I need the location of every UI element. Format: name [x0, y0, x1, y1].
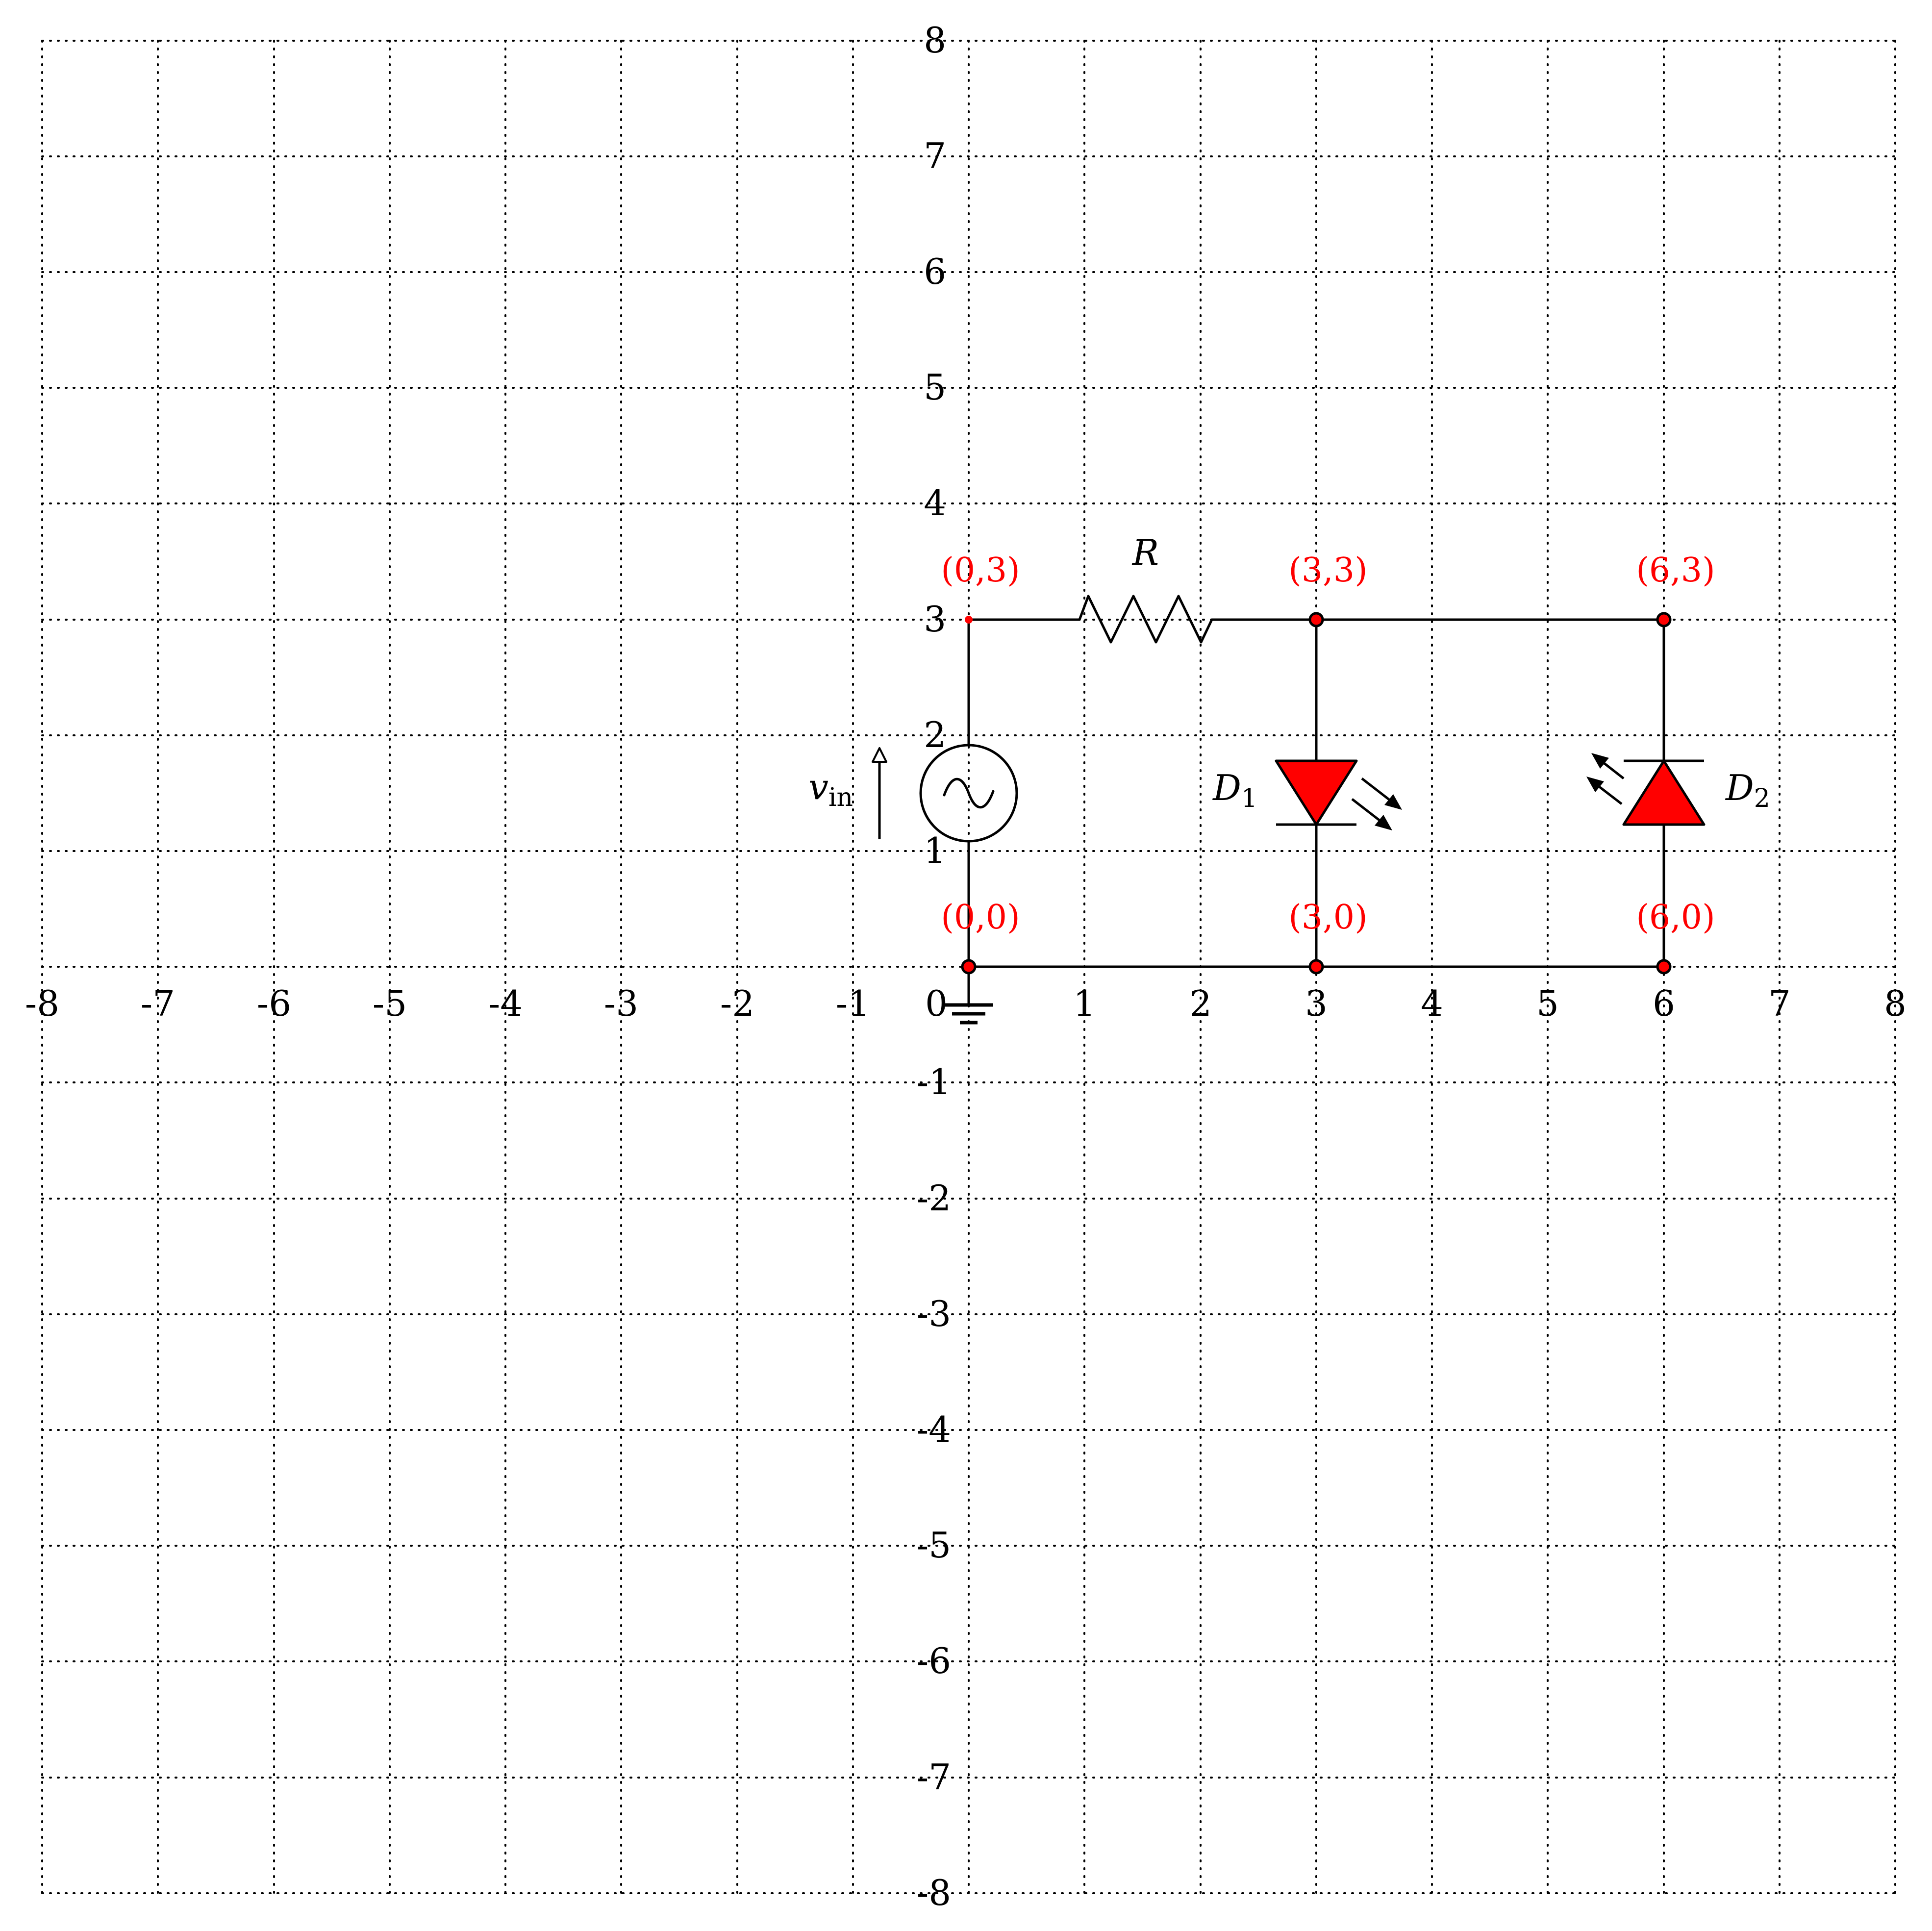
y-tick-label: -4 [917, 1409, 951, 1450]
y-tick-label: 5 [924, 367, 946, 408]
diode-d2-triangle [1622, 759, 1706, 826]
y-axis-tick-labels: 8 7 6 5 4 3 2 1 -1 -2 -3 -4 -5 -6 -7 -8 [917, 20, 951, 1913]
resistor: R [1078, 532, 1213, 644]
x-tick-label: -5 [373, 983, 407, 1024]
x-tick-label: -7 [141, 983, 175, 1024]
photodiode-d2: D2 [1586, 753, 1770, 826]
x-tick-label: -4 [488, 983, 523, 1024]
y-tick-label: 1 [924, 830, 946, 871]
node-dot [1308, 959, 1324, 975]
emission-arrow-2-head [1375, 815, 1392, 830]
y-tick-label: -1 [917, 1061, 951, 1103]
resistor-label: R [1131, 532, 1159, 573]
diode-d2-label-sub: 2 [1754, 784, 1770, 813]
diode-d1-label: D1 [1212, 767, 1257, 813]
diode-d2-label-main: D [1725, 767, 1754, 808]
y-tick-label: 7 [924, 135, 946, 176]
node-coordinate-labels: (0,3) (3,3) (6,3) (0,0) (3,0) (6,0) [941, 551, 1715, 937]
y-tick-label: -7 [917, 1756, 951, 1798]
sine-wave-icon [943, 777, 995, 809]
y-tick-label: 2 [924, 714, 946, 755]
node-dot [1656, 612, 1672, 627]
node-label-3-3: (3,3) [1288, 551, 1367, 590]
absorption-arrow-1 [1600, 760, 1625, 779]
y-tick-label: 3 [924, 599, 946, 640]
x-axis-tick-labels: -8 -7 -6 -5 -4 -3 -2 -1 0 1 2 3 4 5 6 7 … [25, 983, 1907, 1024]
ac-voltage-source: vin [808, 744, 1018, 843]
y-tick-label: -5 [917, 1525, 951, 1566]
y-tick-label: -8 [917, 1872, 951, 1913]
diode-d1-label-sub: 1 [1241, 784, 1257, 813]
x-tick-label: 6 [1653, 983, 1675, 1024]
emission-arrows-icon [1351, 777, 1402, 830]
y-tick-label: -6 [917, 1640, 951, 1681]
x-tick-label: 7 [1768, 983, 1791, 1024]
node-dot [1656, 959, 1672, 975]
x-tick-label: 1 [1073, 983, 1096, 1024]
absorption-arrow-1-head [1591, 753, 1609, 769]
nodes [961, 612, 1672, 975]
y-tick-label: -2 [917, 1178, 951, 1219]
y-tick-label: 4 [924, 482, 946, 524]
x-tick-label: -8 [25, 983, 59, 1024]
voltage-arrow-head-icon [872, 747, 887, 763]
x-tick-label: -1 [836, 983, 870, 1024]
node-dot [965, 616, 973, 624]
node-label-3-0: (3,0) [1288, 898, 1367, 937]
x-tick-label: -3 [604, 983, 638, 1024]
absorption-arrow-2 [1595, 783, 1623, 805]
x-tick-label: 8 [1884, 983, 1907, 1024]
node-label-6-0: (6,0) [1636, 898, 1715, 937]
emission-arrow-1-head [1384, 794, 1402, 810]
source-label-main: v [808, 766, 828, 807]
x-tick-label: 5 [1536, 983, 1559, 1024]
y-tick-label: -3 [917, 1293, 951, 1334]
node-dot [1308, 612, 1324, 627]
x-tick-label: 2 [1189, 983, 1212, 1024]
diode-d2-label: D2 [1725, 767, 1770, 813]
x-tick-label: 0 [925, 983, 948, 1024]
y-tick-label: 8 [924, 20, 946, 61]
node-label-0-0: (0,0) [941, 898, 1020, 937]
x-tick-label: 3 [1305, 983, 1328, 1024]
absorption-arrow-2-head [1586, 777, 1604, 792]
led-diode-d1: D1 [1212, 759, 1402, 830]
y-tick-label: 6 [924, 251, 946, 292]
node-dot [961, 959, 977, 975]
resistor-zigzag [1078, 595, 1213, 644]
emission-arrow-2 [1351, 798, 1383, 824]
node-label-6-3: (6,3) [1636, 551, 1715, 590]
source-circle [919, 744, 1018, 843]
x-tick-label: -2 [720, 983, 754, 1024]
node-label-0-3: (0,3) [941, 551, 1020, 590]
diode-d1-triangle [1275, 759, 1358, 826]
x-tick-label: -6 [257, 983, 291, 1024]
absorption-arrows-icon [1586, 753, 1625, 805]
emission-arrow-1 [1361, 777, 1393, 803]
source-label: vin [808, 766, 853, 812]
source-label-sub: in [828, 783, 853, 812]
x-tick-label: 4 [1421, 983, 1443, 1024]
diode-d1-label-main: D [1212, 767, 1241, 808]
